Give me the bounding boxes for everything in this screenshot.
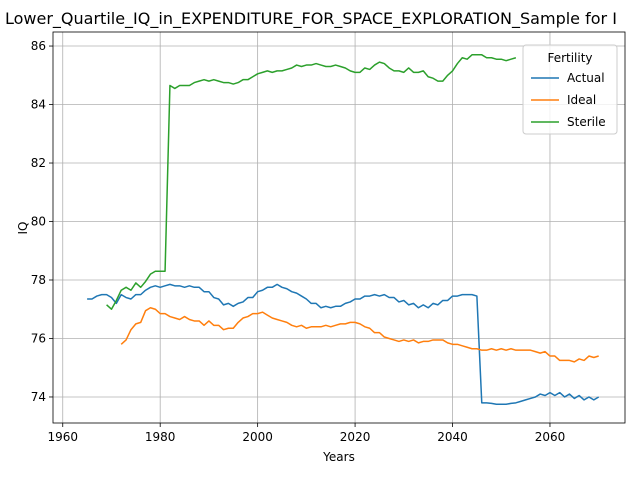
- plot-frame: [52, 31, 626, 424]
- y-tick-label: 82: [31, 156, 46, 170]
- chart-title: Lower_Quartile_IQ_in_EXPENDITURE_FOR_SPA…: [5, 9, 617, 29]
- legend-box: [522, 44, 618, 135]
- y-tick-label: 78: [31, 273, 46, 287]
- x-axis-label: Years: [322, 450, 355, 464]
- y-tick-label: 86: [31, 39, 46, 53]
- y-axis-label: IQ: [16, 222, 30, 235]
- x-tick-label: 2040: [437, 430, 468, 444]
- series-line: [120, 307, 599, 363]
- x-tick-label: 2020: [340, 430, 371, 444]
- y-tick-label: 74: [31, 390, 46, 404]
- y-tick-label: 80: [31, 215, 46, 229]
- series-line: [87, 283, 600, 406]
- y-tick-label: 76: [31, 331, 46, 345]
- legend-label: Actual: [567, 71, 605, 85]
- y-tick-label: 84: [31, 98, 46, 112]
- series-line: [106, 54, 517, 310]
- x-tick-label: 1960: [47, 430, 78, 444]
- legend-label: Ideal: [567, 93, 596, 107]
- legend-title: Fertility: [547, 51, 592, 65]
- x-tick-label: 1980: [145, 430, 176, 444]
- x-tick-label: 2060: [535, 430, 566, 444]
- legend-label: Sterile: [567, 115, 606, 129]
- x-tick-label: 2000: [242, 430, 273, 444]
